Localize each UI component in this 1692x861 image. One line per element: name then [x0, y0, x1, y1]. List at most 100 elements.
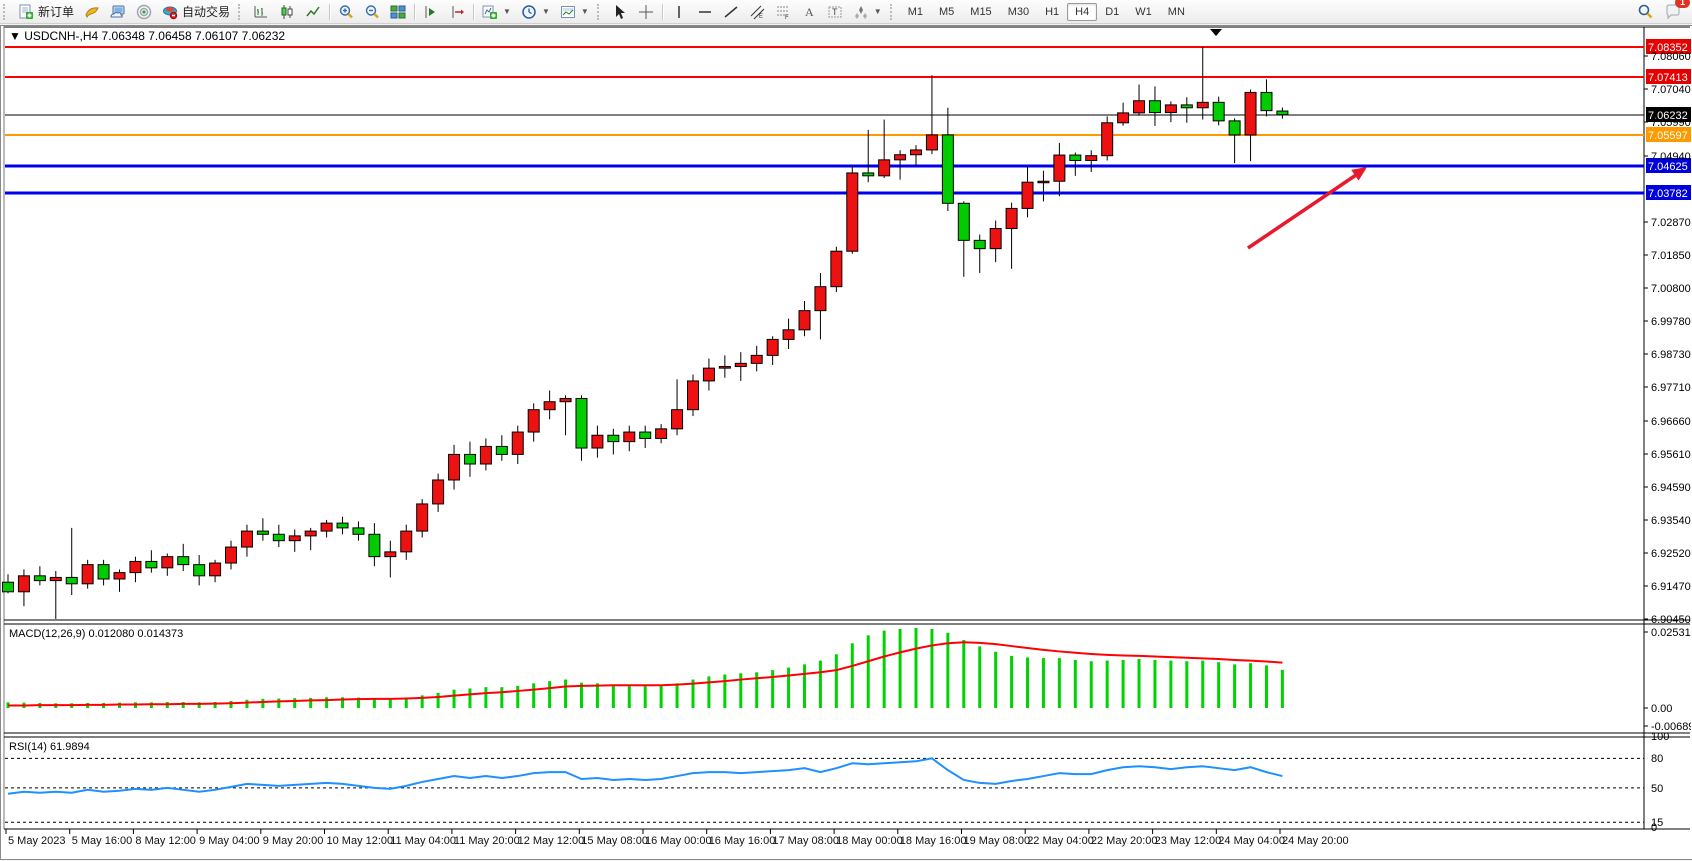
candle[interactable] [320, 519, 333, 538]
candle[interactable] [225, 540, 238, 570]
candle[interactable] [734, 352, 747, 381]
candle[interactable] [256, 518, 269, 541]
timeframe-w1[interactable]: W1 [1135, 5, 1152, 18]
chart-canvas[interactable]: 7.08352 7.07413 7.06232 7.05597 7.04625 7.037… [1, 26, 1691, 857]
chart-shift-button[interactable] [444, 1, 470, 23]
candle[interactable] [416, 499, 429, 538]
new-order-button[interactable]: 新订单 [13, 0, 79, 23]
timeframe-m1[interactable]: M1 [907, 5, 923, 18]
candle[interactable] [1133, 84, 1146, 116]
vertical-line-tool[interactable] [666, 1, 692, 23]
candle[interactable] [1244, 89, 1257, 162]
line-chart-button[interactable] [300, 1, 326, 23]
candle[interactable] [910, 145, 923, 167]
timeframe-h4[interactable]: H4 [1067, 2, 1098, 21]
candle[interactable] [129, 556, 142, 583]
candle[interactable] [288, 529, 301, 552]
candle[interactable] [1069, 152, 1082, 176]
candle[interactable] [33, 566, 46, 586]
indicators-button[interactable]: ▼ [477, 1, 516, 23]
candle[interactable] [766, 336, 779, 365]
candle[interactable] [1117, 102, 1130, 126]
candle[interactable] [240, 524, 253, 557]
candle[interactable] [1085, 150, 1098, 172]
trend-arrow[interactable] [1247, 171, 1360, 250]
candle[interactable] [957, 201, 970, 277]
candle[interactable] [1228, 118, 1241, 164]
chart-window[interactable]: 7.08352 7.07413 7.06232 7.05597 7.04625 7.037… [0, 25, 1692, 860]
candle[interactable] [941, 107, 954, 211]
crosshair-button[interactable] [633, 1, 659, 23]
candle[interactable] [1276, 107, 1289, 119]
candle[interactable] [750, 345, 763, 372]
candle[interactable] [830, 246, 843, 293]
candle[interactable] [1021, 166, 1034, 218]
toolbar-grip[interactable] [3, 3, 10, 20]
candle[interactable] [448, 444, 461, 490]
candle[interactable] [463, 441, 476, 477]
candle[interactable] [591, 425, 604, 458]
candle[interactable] [1053, 142, 1066, 197]
timeframe-m30[interactable]: M30 [1007, 5, 1030, 18]
fibonacci-tool[interactable]: F [770, 1, 796, 23]
candle[interactable] [925, 75, 938, 155]
templates-button[interactable]: ▼ [555, 1, 594, 23]
auto-scroll-button[interactable] [418, 1, 444, 23]
candle[interactable] [559, 395, 572, 436]
candle[interactable] [718, 355, 731, 378]
toolbar-grip[interactable] [238, 3, 245, 20]
mql5-button[interactable] [79, 1, 105, 23]
candle[interactable] [336, 516, 349, 535]
candle[interactable] [145, 550, 158, 573]
candle[interactable] [304, 527, 317, 551]
candle[interactable] [702, 358, 715, 391]
candle[interactable] [1148, 86, 1161, 126]
text-label-tool[interactable]: T [822, 1, 848, 23]
candle[interactable] [161, 553, 174, 576]
trendline-tool[interactable] [718, 1, 744, 23]
zoom-in-button[interactable] [333, 1, 359, 23]
candle[interactable] [782, 318, 795, 349]
candle[interactable] [17, 569, 30, 607]
candle[interactable] [973, 234, 986, 273]
candle[interactable] [209, 559, 222, 583]
candle[interactable] [65, 527, 78, 595]
candlestick-chart-button[interactable] [274, 1, 300, 23]
candle[interactable] [113, 569, 126, 592]
toolbar-grip[interactable] [889, 3, 897, 20]
toolbar-grip[interactable] [596, 3, 604, 20]
bar-chart-button[interactable] [248, 1, 274, 23]
timeframe-m5[interactable]: M5 [939, 5, 955, 18]
signals-button[interactable] [131, 1, 157, 23]
zoom-out-button[interactable] [359, 1, 385, 23]
candle[interactable] [671, 379, 684, 436]
tile-windows-button[interactable] [385, 1, 411, 23]
candle[interactable] [623, 425, 636, 452]
autotrade-button[interactable]: 自动交易 [157, 0, 235, 23]
candle[interactable] [686, 374, 699, 417]
channel-tool[interactable]: E [744, 1, 770, 23]
candle[interactable] [798, 301, 811, 337]
candle[interactable] [862, 129, 875, 183]
chat-button[interactable]: 1 [1659, 0, 1690, 23]
candle[interactable] [495, 435, 508, 461]
arrow-annotation[interactable] [1247, 167, 1367, 250]
time-axis[interactable]: 5 May 2023 5 May 16:00 8 May 12:00 9 May 04… [5, 829, 1349, 847]
candle[interactable] [543, 390, 556, 420]
candle[interactable] [575, 395, 588, 461]
shapes-tool[interactable]: ▼ [848, 1, 887, 23]
timeframe-m15[interactable]: M15 [970, 5, 992, 18]
candle[interactable] [607, 428, 620, 455]
periods-button[interactable]: ▼ [516, 1, 555, 23]
candle[interactable] [846, 165, 859, 254]
candle[interactable] [432, 473, 445, 512]
candle[interactable] [1260, 79, 1273, 117]
horizontal-line-tool[interactable] [692, 1, 718, 23]
candle[interactable] [878, 119, 891, 179]
candle[interactable] [2, 574, 14, 594]
candle[interactable] [81, 559, 94, 589]
candle[interactable] [639, 425, 652, 449]
candle[interactable] [894, 150, 907, 180]
candle[interactable] [511, 425, 524, 464]
candle[interactable] [97, 559, 110, 586]
